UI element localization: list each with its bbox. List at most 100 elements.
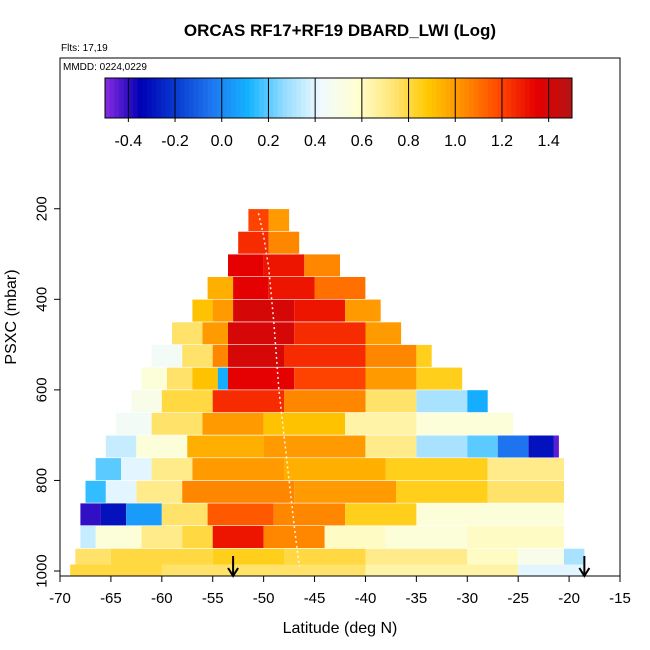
colorbar-frame [104, 77, 573, 119]
heatmap-cell [263, 435, 366, 458]
colorbar-tick-label: 0.8 [397, 133, 419, 150]
heatmap-cell [268, 277, 315, 299]
y-tick-label: 400 [34, 287, 51, 312]
x-tick-label: -60 [151, 590, 173, 607]
colorbar-tick-label: 0.4 [304, 133, 326, 150]
heatmap-cell [396, 480, 488, 503]
heatmap-cell [416, 344, 432, 367]
colorbar-swatch [441, 78, 447, 118]
colorbar-swatch [371, 78, 377, 118]
colorbar: -0.4 -0.2 0.0 0.2 0.4 0.6 0.8 1.0 1.2 1.4 [104, 77, 573, 150]
colorbar-swatch [315, 78, 321, 118]
heatmap-cell [207, 503, 274, 526]
heatmap-cell [268, 231, 300, 254]
heatmap-cell [518, 564, 585, 576]
heatmap-cell [161, 564, 366, 576]
heatmap-cell [365, 435, 417, 458]
y-axis-label: PSXC (mbar) [3, 269, 20, 364]
colorbar-swatch [417, 78, 423, 118]
heatmap-cell [248, 209, 269, 232]
heatmap-cell [187, 435, 264, 458]
colorbar-swatch [151, 78, 157, 118]
colorbar-swatch [352, 78, 358, 118]
colorbar-swatch [305, 78, 311, 118]
heatmap-cell [192, 367, 218, 390]
heatmap-cell [131, 390, 162, 413]
heatmap-cell [294, 322, 366, 345]
colorbar-tick-label: 0.0 [211, 133, 233, 150]
colorbar-tick-label: 0.6 [351, 133, 373, 150]
x-tick-label: -55 [202, 590, 224, 607]
heatmap-cell [294, 367, 366, 390]
colorbar-swatch [319, 78, 325, 118]
colorbar-swatch [483, 78, 489, 118]
heatmap-cell [416, 367, 463, 390]
heatmap-cell [487, 480, 564, 503]
heatmap-cell [151, 412, 203, 435]
colorbar-swatch [343, 78, 349, 118]
colorbar-swatch [487, 78, 494, 118]
heatmap-cell [202, 412, 264, 435]
colorbar-swatch [436, 78, 442, 118]
heatmap-cell [416, 435, 468, 458]
heatmap-cell [294, 299, 346, 322]
colorbar-swatch [557, 78, 564, 118]
heatmap-cell [294, 480, 396, 503]
y-tick-label: 800 [34, 468, 51, 493]
colorbar-tick-label: 1.0 [444, 133, 466, 150]
colorbar-swatch [221, 78, 227, 118]
colorbar-swatch [119, 78, 125, 118]
colorbar-swatch [361, 78, 367, 118]
colorbar-swatch [114, 78, 120, 118]
heatmap-cell [273, 503, 346, 526]
y-tick-label: 600 [34, 377, 51, 402]
colorbar-swatch [170, 78, 176, 118]
heatmap-cell [95, 458, 122, 481]
colorbar-swatch [301, 78, 307, 118]
colorbar-swatch [497, 78, 503, 118]
heatmap-cell [228, 254, 264, 277]
heatmap-cell [182, 344, 213, 367]
colorbar-swatch [450, 78, 456, 118]
x-tick-label: -40 [355, 590, 377, 607]
heatmap-cell [467, 435, 498, 458]
colorbar-swatch [529, 78, 536, 118]
heatmap-cell [95, 526, 142, 548]
colorbar-swatch [268, 78, 274, 118]
heatmap-cell [212, 299, 234, 322]
heatmap-cell [161, 390, 213, 413]
y-axis: 200 400 600 800 1000 [34, 196, 61, 588]
dates-label: MMDD: 0224,0229 [63, 62, 147, 73]
colorbar-swatch [525, 78, 531, 118]
heatmap-cell [151, 458, 193, 481]
x-tick-label: -25 [507, 590, 529, 607]
colorbar-swatch [492, 78, 498, 118]
heatmap-cell [263, 526, 325, 548]
heatmap-cell [365, 344, 417, 367]
heatmap-cell [136, 480, 183, 503]
colorbar-swatch [399, 78, 405, 118]
colorbar-swatch [273, 78, 279, 118]
heatmap-cell [233, 299, 295, 322]
heatmap-cell [365, 564, 519, 576]
x-tick-label: -35 [406, 590, 428, 607]
colorbar-swatch [548, 78, 554, 118]
heatmap-cell [212, 526, 264, 548]
colorbar-swatch [175, 78, 181, 118]
colorbar-swatch [105, 78, 111, 118]
heatmap-cell [100, 503, 127, 526]
x-tick-label: -45 [304, 590, 326, 607]
heatmap-cell [80, 526, 96, 548]
colorbar-swatch [478, 78, 484, 118]
colorbar-swatch [142, 78, 148, 118]
colorbar-swatch [231, 78, 237, 118]
colorbar-swatch [422, 78, 428, 118]
colorbar-swatch [193, 78, 199, 118]
colorbar-tick-label: -0.4 [115, 133, 143, 150]
colorbar-swatch [128, 78, 134, 118]
heatmap-cell [228, 344, 284, 367]
colorbar-swatch [123, 78, 129, 118]
heatmap-cell [228, 367, 295, 390]
heatmap-cell [141, 526, 183, 548]
colorbar-swatch [203, 78, 209, 118]
